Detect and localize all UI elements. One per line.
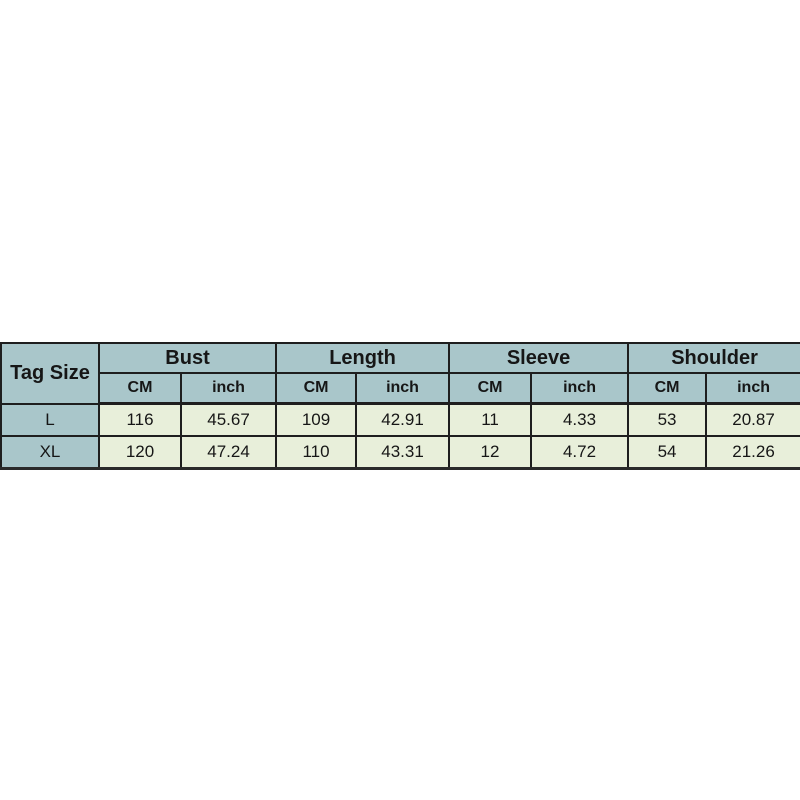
value-xl-sleeve-cm: 12 (448, 435, 533, 470)
value-l-sleeve-cm: 11 (448, 402, 533, 437)
value-xl-sleeve-inch: 4.72 (530, 435, 630, 470)
unit-header-bust-cm: CM (98, 372, 182, 405)
unit-header-bust-inch: inch (179, 372, 278, 405)
value-xl-shoulder-inch: 21.26 (705, 435, 800, 470)
group-header-shoulder: Shoulder (627, 342, 800, 374)
value-l-bust-inch: 45.67 (179, 402, 278, 437)
value-xl-shoulder-cm: 54 (627, 435, 708, 470)
size-cell-xl: XL (0, 435, 100, 470)
value-l-length-inch: 42.91 (355, 402, 451, 437)
unit-header-sleeve-cm: CM (448, 372, 533, 405)
group-header-bust: Bust (97, 342, 278, 374)
value-xl-length-inch: 43.31 (355, 435, 451, 470)
unit-header-length-inch: inch (355, 372, 451, 405)
value-xl-bust-cm: 120 (98, 435, 182, 470)
unit-header-length-cm: CM (275, 372, 358, 405)
value-l-bust-cm: 116 (98, 402, 182, 437)
value-l-length-cm: 109 (275, 402, 358, 437)
group-header-row: Tag Size Bust Length Sleeve Shoulder (0, 342, 800, 405)
unit-header-shoulder-inch: inch (705, 372, 800, 405)
value-l-sleeve-inch: 4.33 (530, 402, 630, 437)
size-chart-table: Tag Size Bust Length Sleeve Shoulder CM … (0, 342, 800, 470)
unit-header-shoulder-cm: CM (627, 372, 708, 405)
unit-header-row: CM inch CM inch CM inch CM inch (1, 372, 800, 405)
group-header-sleeve: Sleeve (448, 342, 630, 374)
value-xl-bust-inch: 47.24 (179, 435, 278, 470)
value-l-shoulder-cm: 53 (627, 402, 708, 437)
table-row-size-l: L 116 45.67 109 42.91 11 4.33 53 20.87 (0, 402, 800, 437)
group-header-length: Length (275, 342, 451, 374)
value-l-shoulder-inch: 20.87 (705, 402, 800, 437)
table-row-size-xl: XL 120 47.24 110 43.31 12 4.72 54 21.26 (0, 435, 800, 470)
tag-size-header-cell: Tag Size (0, 342, 100, 405)
size-cell-l: L (0, 402, 100, 437)
unit-header-sleeve-inch: inch (530, 372, 630, 405)
value-xl-length-cm: 110 (275, 435, 358, 470)
